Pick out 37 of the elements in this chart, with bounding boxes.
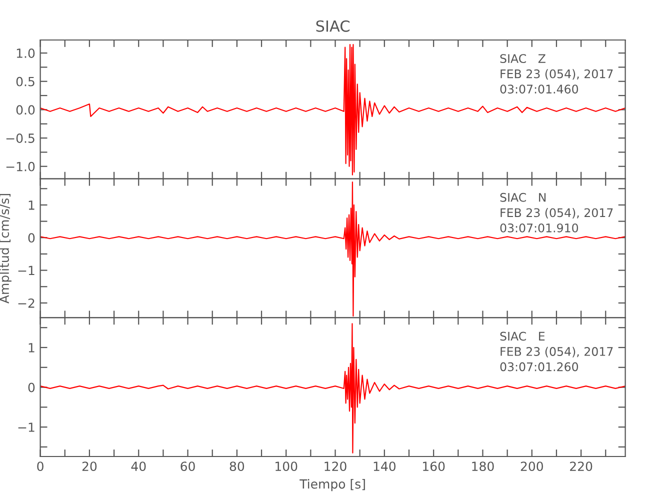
x-axis-title: Tiempo [s] (300, 479, 365, 492)
y-tick-label: −1.0 (6, 162, 35, 172)
y-tick-label: 0 (28, 382, 35, 392)
y-tick-label: 0.5 (16, 76, 34, 86)
annotation: FEB 23 (054), 2017 (500, 208, 613, 219)
x-tick-label: 120 (324, 462, 346, 472)
y-tick-label: −1 (18, 266, 34, 276)
x-tick-label: 0 (37, 462, 44, 472)
y-tick-label: 0.0 (16, 105, 35, 115)
x-tick-label: 140 (374, 462, 396, 472)
y-tick-label: 1 (28, 200, 34, 210)
y-tick-label: −2 (18, 298, 34, 308)
x-tick-label: 60 (180, 462, 195, 472)
x-tick-label: 20 (82, 462, 97, 472)
line-series (40, 323, 626, 454)
annotation: FEB 23 (054), 2017 (500, 346, 613, 358)
x-tick-label: 180 (472, 462, 494, 472)
y-tick-label: 0 (28, 233, 35, 243)
x-tick-label: 40 (131, 462, 146, 472)
y-tick-label: 1.0 (16, 48, 35, 58)
annotation: 03:07:01.910 (500, 223, 578, 232)
x-tick-label: 200 (520, 462, 543, 472)
line-series (40, 44, 626, 176)
y-tick-label: −0.5 (6, 134, 34, 143)
chart-title: SIAC (316, 20, 350, 32)
annotation: SIAC N (500, 192, 546, 202)
annotation: SIAC Z (500, 54, 546, 64)
y-tick-label: 1 (28, 343, 34, 352)
annotation: SIAC E (500, 332, 545, 341)
x-tick-label: 80 (230, 462, 244, 472)
annotation: 03:07:01.260 (500, 362, 578, 372)
annotation: FEB 23 (054), 2017 (500, 69, 613, 80)
x-tick-label: 160 (423, 462, 445, 472)
annotation: 03:07:01.460 (500, 84, 578, 94)
y-tick-label: −1 (18, 422, 34, 432)
x-tick-label: 100 (276, 462, 298, 472)
x-tick-label: 220 (570, 462, 592, 472)
